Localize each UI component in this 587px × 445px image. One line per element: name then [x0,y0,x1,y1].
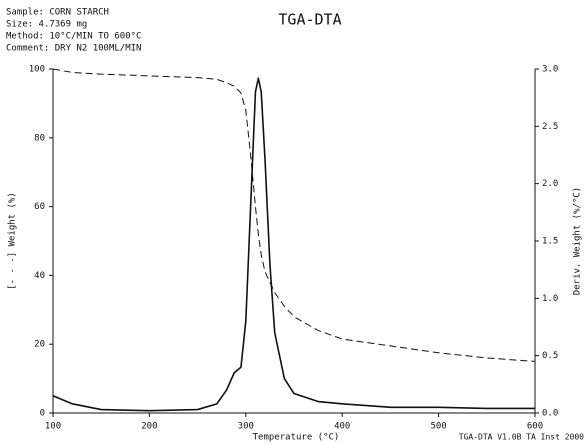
y-tick-label: 60 [34,202,45,212]
y2-axis-label: Deriv. Weight (%/°C) [573,187,583,295]
x-tick-label: 600 [527,422,543,432]
x-tick-label: 400 [334,422,350,432]
y-axis-label: [- - -] Weight (%) [8,192,18,290]
y-tick-label: 80 [34,133,45,143]
weight-line [52,68,536,362]
info-line: Method: 10°C/MIN TO 600°C [6,32,141,42]
y-tick-label: 100 [29,65,45,75]
x-tick-label: 100 [45,422,61,432]
x-tick-label: 300 [238,422,254,432]
footer: TGA-DTA V1.0B TA Inst 2000 [459,433,584,442]
y2-tick-label: 1.0 [542,294,558,304]
info-line: Size: 4.7369 mg [6,20,87,30]
y-tick-label: 40 [34,271,45,281]
info-line: Comment: DRY N2 100ML/MIN [6,44,141,54]
y-tick-label: 0 [40,409,45,419]
x-tick-label: 500 [430,422,446,432]
y2-tick-label: 2.0 [542,179,558,189]
x-axis-label: Temperature (°C) [253,433,340,443]
chart-title: TGA-DTA [278,11,341,29]
x-tick-label: 200 [141,422,157,432]
y2-tick-label: 2.5 [542,122,558,132]
y2-tick-label: 1.5 [542,237,558,247]
y2-tick-label: 0.0 [542,409,558,419]
info-line: Sample: CORN STARCH [6,8,109,18]
derivative-line [52,77,535,412]
y2-tick-label: 0.5 [542,351,558,361]
y2-tick-label: 3.0 [542,65,558,75]
y-tick-label: 20 [34,340,45,350]
